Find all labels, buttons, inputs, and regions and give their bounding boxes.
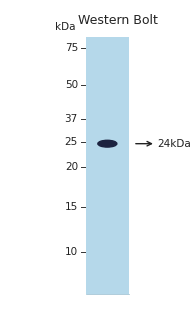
Bar bbox=[86, 37, 129, 294]
Text: 25: 25 bbox=[65, 137, 78, 147]
Text: 75: 75 bbox=[65, 43, 78, 53]
Text: 24kDa: 24kDa bbox=[158, 139, 190, 149]
Text: 10: 10 bbox=[65, 247, 78, 257]
Text: 15: 15 bbox=[65, 202, 78, 212]
Ellipse shape bbox=[98, 140, 117, 147]
Text: Western Bolt: Western Bolt bbox=[78, 14, 158, 27]
Text: 50: 50 bbox=[65, 80, 78, 90]
Text: kDa: kDa bbox=[55, 23, 75, 32]
Text: 37: 37 bbox=[65, 114, 78, 124]
Text: 20: 20 bbox=[65, 163, 78, 172]
